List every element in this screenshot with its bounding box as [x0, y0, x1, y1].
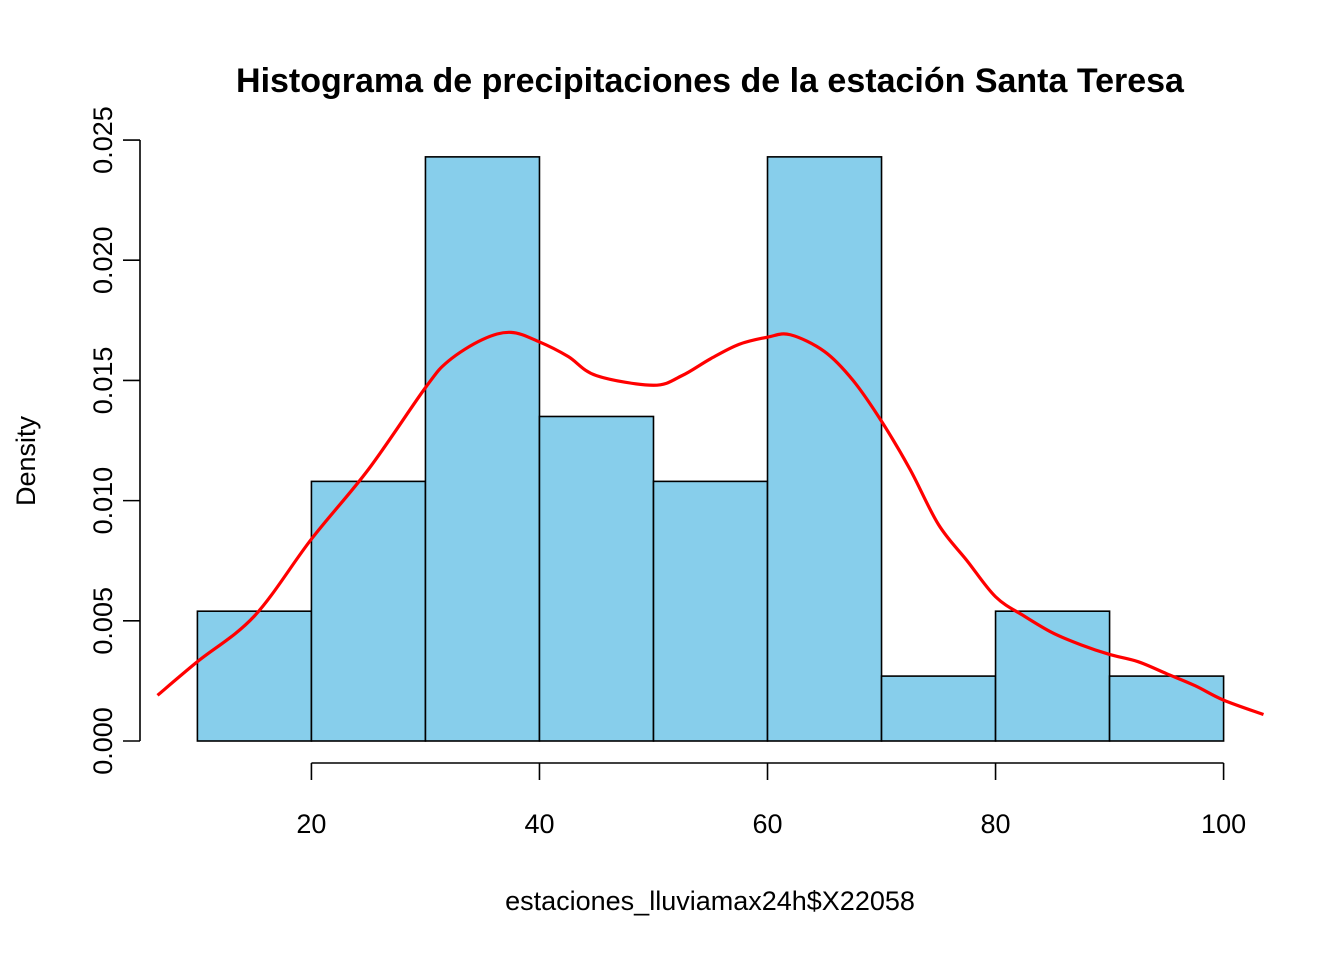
histogram-bar-1 — [196, 610, 313, 742]
x-tick-label-1: 20 — [296, 809, 326, 839]
y-tick-label-4: 0.015 — [88, 347, 118, 415]
density-curve — [156, 330, 1265, 717]
histogram-bar-3 — [424, 156, 541, 742]
histogram-bars — [196, 156, 1225, 742]
x-axis: 20 40 60 80 100 — [296, 762, 1246, 839]
x-tick-label-5: 100 — [1201, 809, 1246, 839]
y-tick-label-5: 0.020 — [88, 226, 118, 294]
histogram-bar-4 — [538, 415, 655, 742]
y-tick-label-1: 0.000 — [88, 707, 118, 775]
y-tick-label-3: 0.010 — [88, 467, 118, 535]
density-curve-group — [156, 330, 1265, 717]
x-tick-label-2: 40 — [524, 809, 554, 839]
chart-title: Histograma de precipitaciones de la esta… — [236, 62, 1185, 100]
y-axis: 0.000 0.005 0.010 0.015 0.020 0.025 — [88, 106, 141, 775]
histogram-bar-5 — [652, 480, 769, 742]
histogram-bar-9 — [1108, 675, 1225, 742]
y-tick-label-6: 0.025 — [88, 106, 118, 174]
x-tick-label-3: 60 — [752, 809, 782, 839]
histogram-bar-8 — [994, 610, 1111, 742]
y-tick-label-2: 0.005 — [88, 587, 118, 655]
y-axis-label: Density — [11, 415, 41, 506]
x-tick-label-4: 80 — [981, 809, 1011, 839]
histogram-bar-7 — [880, 675, 997, 742]
histogram-bar-2 — [310, 480, 427, 742]
x-axis-label: estaciones_lluviamax24h$X22058 — [505, 886, 915, 916]
histogram-bar-6 — [766, 156, 883, 742]
